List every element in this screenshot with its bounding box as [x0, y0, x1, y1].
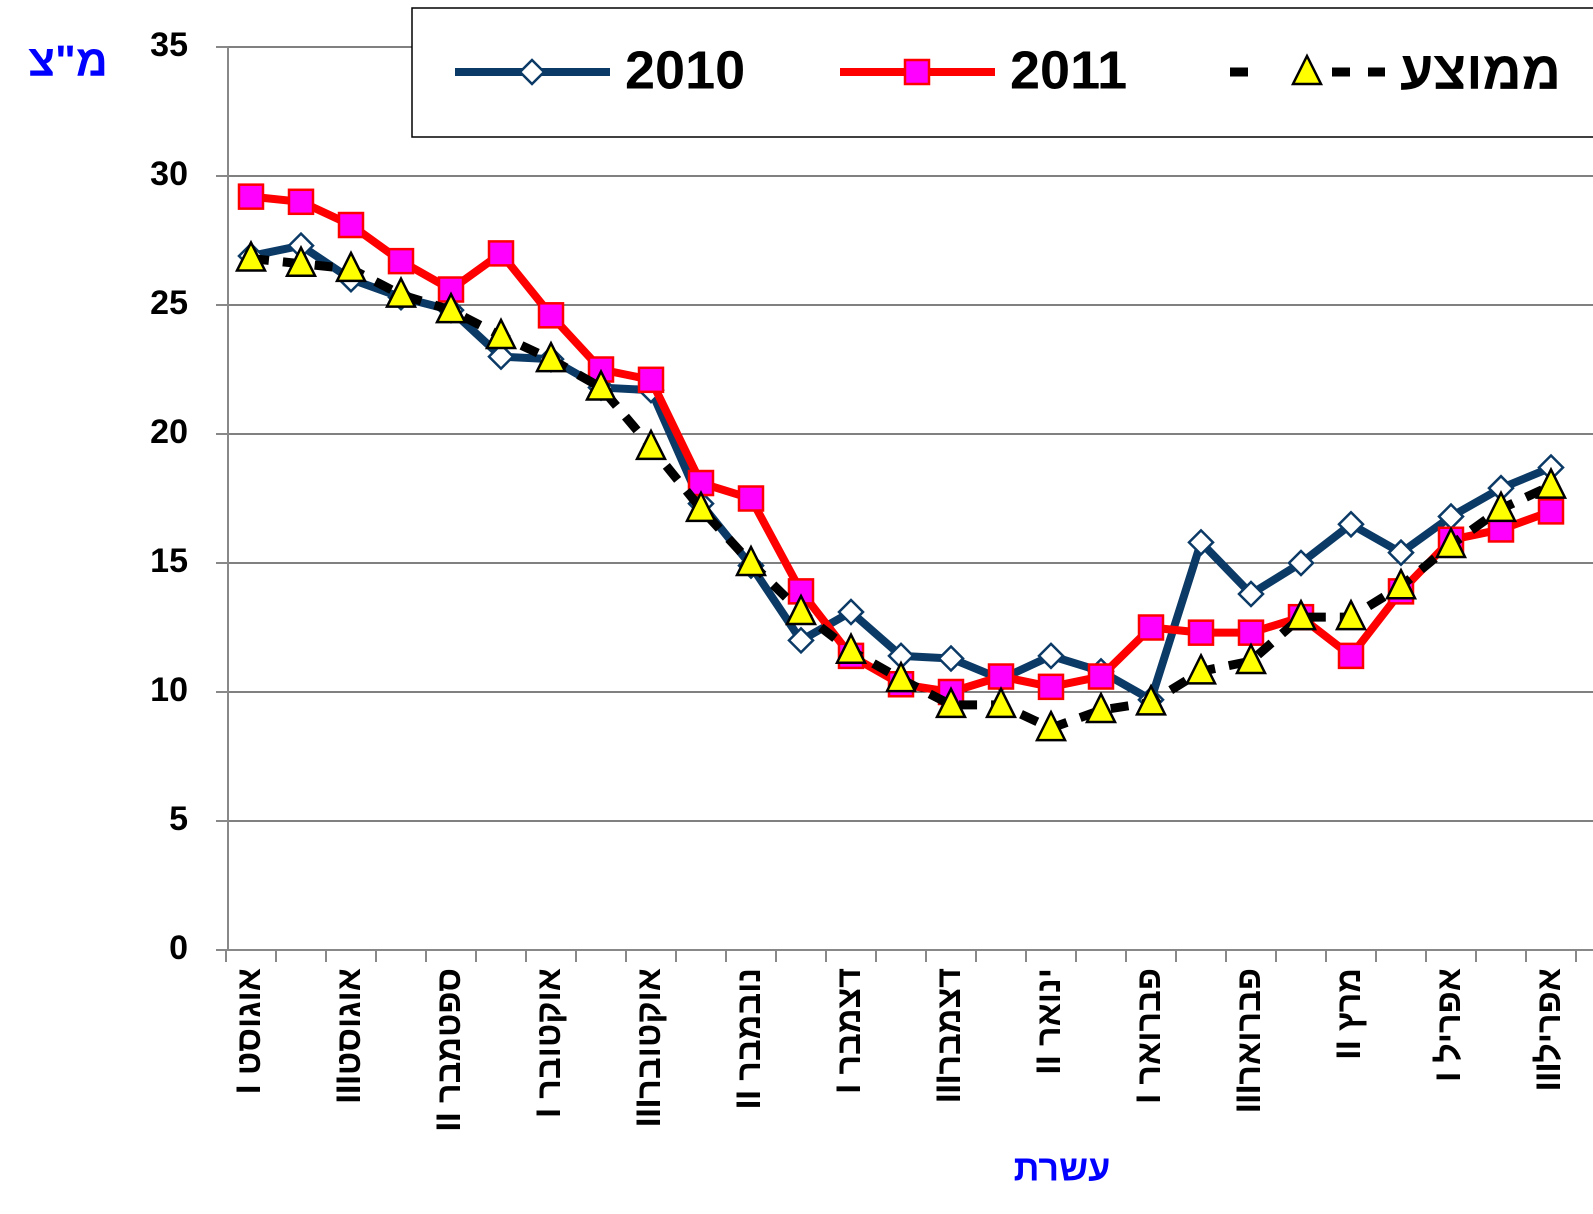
y-tick-label: 20: [150, 413, 188, 451]
x-tick-label: פברואר I: [1130, 968, 1168, 1103]
marker: [1034, 709, 1068, 742]
y-tick-label: 30: [150, 155, 188, 193]
marker: [903, 58, 931, 86]
marker: [1384, 567, 1418, 600]
marker: [984, 686, 1018, 719]
marker: [1184, 652, 1218, 685]
marker: [1037, 642, 1065, 670]
marker: [1187, 619, 1215, 646]
x-tick-label: אפריל I: [1430, 968, 1468, 1082]
marker: [1337, 510, 1365, 539]
x-tick-label: מרץ II: [1330, 968, 1368, 1059]
marker: [1434, 526, 1468, 559]
marker: [1234, 642, 1268, 675]
x-tick-label: אוקטוברIII: [630, 968, 668, 1127]
x-tick-label: דצמבר I: [830, 968, 868, 1093]
y-tick-label: 35: [150, 26, 188, 64]
marker: [934, 686, 968, 719]
marker: [337, 211, 365, 239]
marker: [487, 240, 515, 267]
marker: [287, 188, 315, 216]
marker: [537, 302, 565, 329]
marker: [1284, 598, 1318, 631]
y-tick-label: 25: [150, 284, 188, 322]
y-tick-label: 15: [150, 542, 188, 580]
marker: [734, 544, 768, 577]
marker: [518, 58, 546, 86]
y-tick-label: 5: [169, 800, 188, 838]
marker: [234, 239, 268, 272]
marker: [1534, 466, 1568, 499]
marker: [1087, 663, 1115, 690]
marker: [1290, 53, 1324, 86]
y-axis-label: מ"צ: [28, 37, 108, 86]
marker: [284, 244, 318, 277]
x-tick-label: דצמברIII: [930, 968, 968, 1103]
x-tick-label: אפרילIII: [1530, 968, 1568, 1091]
y-tick-label: 10: [150, 671, 188, 709]
marker: [634, 428, 668, 461]
marker: [384, 275, 418, 308]
x-tick-label: אוקטובר I: [530, 968, 568, 1118]
legend-label: 2010: [625, 40, 745, 100]
marker: [387, 247, 415, 275]
x-tick-label: אוגוסט I: [230, 968, 268, 1094]
marker: [484, 317, 518, 350]
marker: [487, 342, 515, 371]
marker: [937, 644, 965, 673]
marker: [987, 663, 1015, 690]
marker: [784, 593, 818, 626]
marker: [837, 598, 865, 626]
marker: [237, 183, 265, 210]
marker: [584, 368, 618, 401]
legend-label: ממוצע: [1400, 40, 1561, 100]
marker: [1287, 549, 1315, 577]
marker: [334, 250, 368, 283]
x-tick-label: פברוארIII: [1230, 968, 1268, 1113]
marker: [737, 485, 765, 512]
marker: [1134, 683, 1168, 716]
marker: [834, 631, 868, 664]
marker: [684, 490, 718, 523]
x-tick-label: ספטמבר II: [430, 968, 468, 1131]
marker: [534, 340, 568, 373]
marker: [1237, 619, 1265, 646]
y-tick-label: 0: [169, 929, 188, 967]
x-tick-label: ינואר II: [1030, 968, 1068, 1074]
legend-label: 2011: [1010, 40, 1127, 100]
marker: [1187, 528, 1215, 557]
x-tick-label: אוגוסטIII: [330, 968, 368, 1103]
marker: [1537, 498, 1565, 525]
marker: [637, 366, 665, 394]
marker: [1237, 580, 1265, 608]
marker: [787, 626, 815, 655]
x-tick-label: נובמבר II: [730, 968, 768, 1109]
marker: [884, 660, 918, 693]
marker: [1484, 490, 1518, 523]
series-line: [250, 254, 1553, 733]
x-axis-label: עשרת: [1014, 1148, 1111, 1189]
marker: [1137, 614, 1165, 641]
marker: [1037, 673, 1065, 701]
marker: [434, 291, 468, 324]
marker: [1387, 538, 1415, 567]
marker: [1337, 642, 1365, 670]
marker: [1084, 691, 1118, 724]
marker: [1334, 598, 1368, 631]
marker: [787, 578, 815, 605]
